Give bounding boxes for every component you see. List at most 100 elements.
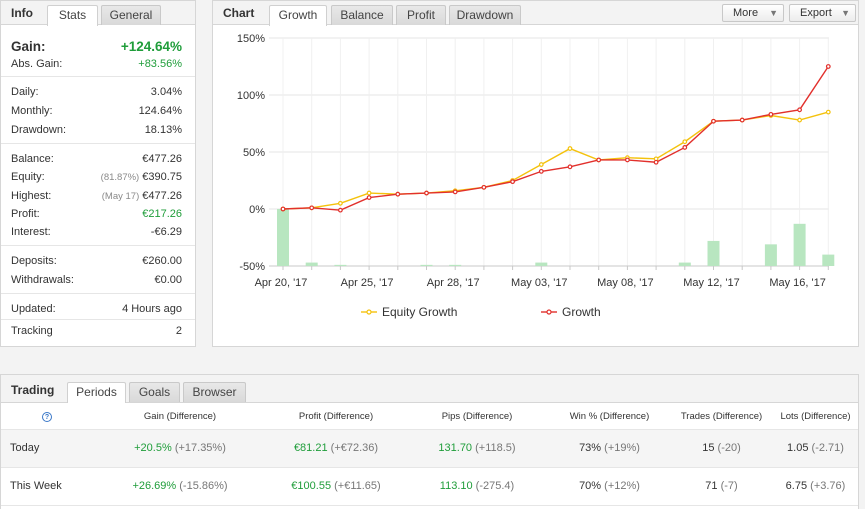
data-point bbox=[711, 118, 716, 124]
tab-profit[interactable]: Profit bbox=[396, 5, 446, 25]
drawdown-value: 18.13% bbox=[144, 124, 182, 136]
trades-diff: (-20) bbox=[717, 442, 741, 454]
period-label: This Week bbox=[1, 467, 93, 506]
column-header: Profit (Difference) bbox=[267, 404, 405, 430]
abs-gain-row: Abs. Gain: +83.56% bbox=[11, 56, 182, 72]
table-header: ? Gain (Difference) Profit (Difference) … bbox=[1, 404, 858, 430]
highest-row: Highest: (May 17) €477.26 bbox=[11, 188, 182, 204]
withdrawals-label: Withdrawals: bbox=[11, 274, 74, 286]
profit-value: €81.21 bbox=[293, 442, 328, 454]
info-panel: Info Stats General Gain: +124.64% Abs. G… bbox=[0, 0, 196, 347]
monthly-value: 124.64% bbox=[138, 105, 182, 117]
tab-browser[interactable]: Browser bbox=[183, 382, 246, 402]
data-point bbox=[797, 117, 802, 123]
profit-value: €100.55 bbox=[291, 480, 332, 492]
divider bbox=[1, 293, 195, 294]
equity-value-group: (81.87%) €390.75 bbox=[101, 169, 182, 186]
highest-value-group: (May 17) €477.26 bbox=[102, 188, 182, 205]
y-tick-label: 150% bbox=[237, 33, 265, 45]
profit-diff: (+€72.36) bbox=[330, 442, 379, 454]
highest-label: Highest: bbox=[11, 190, 52, 202]
help-icon[interactable]: ? bbox=[42, 411, 52, 422]
gain-cell: +20.5% (+17.35%) bbox=[93, 429, 267, 468]
data-point bbox=[825, 109, 831, 115]
gain-cell: +26.69% (-15.86%) bbox=[93, 467, 267, 506]
chevron-down-icon: ▼ bbox=[769, 8, 778, 18]
chart-panel: Chart Growth Balance Profit Drawdown Mor… bbox=[212, 0, 859, 347]
highest-value: €477.26 bbox=[142, 190, 182, 202]
chart-bar bbox=[277, 209, 289, 266]
lots-value: 6.75 bbox=[785, 480, 808, 492]
win-diff: (+12%) bbox=[604, 480, 640, 492]
chart-bar bbox=[305, 262, 318, 266]
tab-drawdown[interactable]: Drawdown bbox=[449, 5, 521, 25]
legend-marker bbox=[366, 309, 372, 315]
win-cell: 73% (+19%) bbox=[549, 429, 670, 468]
data-point bbox=[337, 200, 343, 206]
interest-value: -€6.29 bbox=[150, 226, 182, 238]
tab-general[interactable]: General bbox=[101, 5, 161, 25]
lots-value: 1.05 bbox=[787, 442, 809, 454]
equity-percent: (81.87%) bbox=[100, 172, 140, 183]
divider bbox=[1, 143, 195, 144]
legend-label[interactable]: Equity Growth bbox=[382, 305, 457, 319]
lots-diff: (+3.76) bbox=[810, 480, 846, 492]
tracking-value[interactable]: 2 bbox=[175, 325, 182, 337]
tab-goals[interactable]: Goals bbox=[129, 382, 180, 402]
data-point bbox=[366, 190, 372, 196]
profit-cell: €81.21 (+€72.36) bbox=[267, 429, 405, 468]
pips-diff: (-275.4) bbox=[475, 480, 515, 492]
x-tick-label: May 16, '17 bbox=[769, 277, 826, 289]
data-point bbox=[682, 145, 688, 150]
data-point bbox=[337, 207, 343, 213]
tab-growth[interactable]: Growth bbox=[269, 5, 327, 26]
deposits-row: Deposits: €260.00 bbox=[11, 253, 182, 269]
lots-cell: 6.75 (+3.76) bbox=[773, 467, 858, 506]
y-tick-label: 50% bbox=[243, 147, 265, 159]
more-label: More bbox=[733, 7, 759, 19]
series-line bbox=[282, 111, 829, 210]
x-tick-label: May 12, '17 bbox=[683, 277, 740, 289]
tab-balance[interactable]: Balance bbox=[331, 5, 393, 25]
divider bbox=[1, 319, 195, 320]
export-dropdown[interactable]: Export ▼ bbox=[789, 4, 856, 22]
tracking-row: Tracking 2 bbox=[11, 323, 182, 339]
gain-diff: (+17.35%) bbox=[174, 442, 226, 454]
pips-value: 113.10 bbox=[439, 480, 473, 492]
data-point bbox=[424, 190, 429, 196]
tab-periods[interactable]: Periods bbox=[67, 382, 126, 403]
abs-gain-value: +83.56% bbox=[138, 58, 182, 70]
data-point bbox=[567, 164, 573, 170]
data-point bbox=[625, 157, 630, 163]
x-tick-label: Apr 20, '17 bbox=[255, 277, 308, 289]
tab-stats[interactable]: Stats bbox=[47, 5, 98, 26]
pips-cell: 113.10 (-275.4) bbox=[405, 467, 549, 506]
data-point bbox=[510, 179, 516, 185]
x-tick-label: May 03, '17 bbox=[511, 277, 568, 289]
pips-diff: (+118.5) bbox=[475, 442, 516, 454]
chart-lines bbox=[280, 64, 831, 213]
balance-value: €477.26 bbox=[142, 153, 182, 165]
data-point bbox=[452, 189, 458, 195]
profit-label: Profit: bbox=[11, 208, 40, 220]
more-dropdown[interactable]: More ▼ bbox=[722, 4, 784, 22]
chart-bar bbox=[764, 244, 777, 266]
series-line bbox=[282, 66, 829, 211]
updated-value: 4 Hours ago bbox=[122, 303, 182, 315]
column-header: Lots (Difference) bbox=[773, 404, 858, 430]
data-point bbox=[567, 146, 573, 151]
export-label: Export bbox=[800, 7, 832, 19]
balance-label: Balance: bbox=[11, 153, 54, 165]
data-point bbox=[768, 111, 774, 117]
trades-value: 71 bbox=[705, 480, 718, 492]
legend-label[interactable]: Growth bbox=[562, 305, 601, 319]
y-tick-label: 0% bbox=[249, 204, 265, 216]
drawdown-label: Drawdown: bbox=[11, 124, 67, 136]
interest-label: Interest: bbox=[11, 226, 51, 238]
chart-legend[interactable]: Equity Growth Growth bbox=[361, 305, 601, 319]
win-value: 73% bbox=[579, 442, 602, 454]
profit-row: Profit: €217.26 bbox=[11, 206, 182, 222]
daily-label: Daily: bbox=[11, 86, 39, 98]
chart-bar bbox=[334, 264, 347, 266]
profit-cell: €100.55 (+€11.65) bbox=[267, 467, 405, 506]
